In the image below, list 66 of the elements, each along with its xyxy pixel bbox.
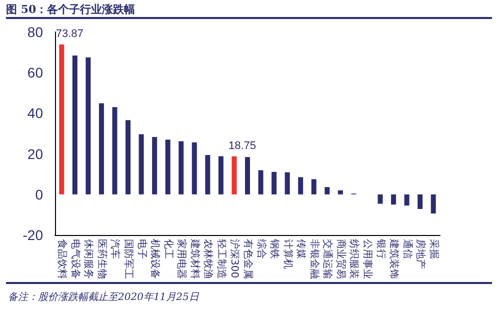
y-tick-label: 80 bbox=[27, 24, 44, 40]
x-tick-label: 国防军工 bbox=[122, 239, 135, 279]
x-tick-label: 食品饮料 bbox=[56, 239, 68, 279]
x-tick-label: 采掘 bbox=[428, 239, 440, 259]
x-tick-label: 传媒 bbox=[295, 239, 306, 259]
x-tick-label: 银行 bbox=[374, 238, 386, 259]
x-tick-label: 家用电器 bbox=[176, 239, 188, 279]
bar bbox=[126, 120, 131, 194]
x-tick-label: 通信 bbox=[401, 239, 414, 259]
data-label: 18.75 bbox=[228, 140, 256, 152]
x-tick-label: 医药生物 bbox=[96, 239, 108, 279]
x-tick-label: 房地产 bbox=[414, 239, 427, 269]
bar bbox=[178, 141, 184, 194]
bar bbox=[205, 155, 210, 194]
bar bbox=[138, 134, 144, 194]
x-tick-label: 公用事业 bbox=[361, 239, 374, 279]
x-tick-label: 机械设备 bbox=[149, 239, 162, 279]
x-tick-label: 建筑装饰 bbox=[388, 238, 400, 279]
bar bbox=[218, 156, 224, 194]
x-tick-label: 农林牧渔 bbox=[202, 239, 214, 279]
x-tick-label: 电气设备 bbox=[69, 239, 82, 279]
bar bbox=[152, 136, 158, 194]
x-tick-label: 轻工制造 bbox=[215, 239, 228, 279]
x-tick-label: 计算机 bbox=[282, 239, 294, 269]
bar bbox=[298, 177, 304, 194]
y-tick-label: 20 bbox=[27, 146, 44, 162]
bar bbox=[430, 194, 436, 214]
x-tick-label: 休闲服务 bbox=[82, 239, 95, 279]
bar bbox=[232, 156, 237, 194]
chart-title: 图 50：各个子行业涨跌幅 bbox=[6, 2, 136, 17]
bar bbox=[324, 187, 330, 194]
bar bbox=[391, 194, 396, 205]
x-tick-label: 有色金属 bbox=[242, 239, 254, 279]
x-tick-label: 汽车 bbox=[109, 239, 122, 259]
bar bbox=[86, 57, 91, 194]
bar bbox=[258, 170, 264, 194]
bar bbox=[272, 172, 277, 194]
y-tick-label: 40 bbox=[27, 105, 44, 122]
bar bbox=[112, 107, 118, 194]
x-tick-label: 钢铁 bbox=[268, 238, 281, 259]
x-tick-label: 沪深300 bbox=[228, 239, 241, 278]
x-tick-label: 纺织服装 bbox=[348, 239, 360, 279]
data-label: 73.87 bbox=[56, 28, 84, 40]
y-tick-label: 0 bbox=[35, 186, 44, 202]
y-tick-label: 60 bbox=[27, 64, 44, 81]
bar bbox=[378, 194, 383, 204]
bar bbox=[192, 142, 197, 194]
bar bbox=[72, 56, 78, 194]
bar bbox=[98, 103, 104, 194]
bar bbox=[311, 179, 316, 194]
bar bbox=[245, 157, 250, 194]
bar bbox=[338, 190, 343, 194]
bar bbox=[404, 194, 410, 206]
x-tick-label: 电子 bbox=[136, 239, 148, 259]
x-tick-label: 化工 bbox=[162, 239, 174, 259]
bar bbox=[284, 172, 290, 194]
bar bbox=[165, 140, 170, 194]
x-tick-label: 综合 bbox=[255, 239, 268, 259]
x-tick-label: 非银金融 bbox=[308, 239, 320, 279]
x-tick-label: 商业贸易 bbox=[334, 239, 347, 279]
y-tick-label: -20 bbox=[22, 227, 44, 243]
text: 备注：股价涨跌幅截止至2020年11月25日 bbox=[8, 290, 199, 304]
bar bbox=[59, 44, 64, 194]
bar bbox=[418, 194, 423, 210]
x-tick-label: 建筑材料 bbox=[188, 238, 201, 279]
x-tick-label: 交通运输 bbox=[322, 239, 334, 279]
